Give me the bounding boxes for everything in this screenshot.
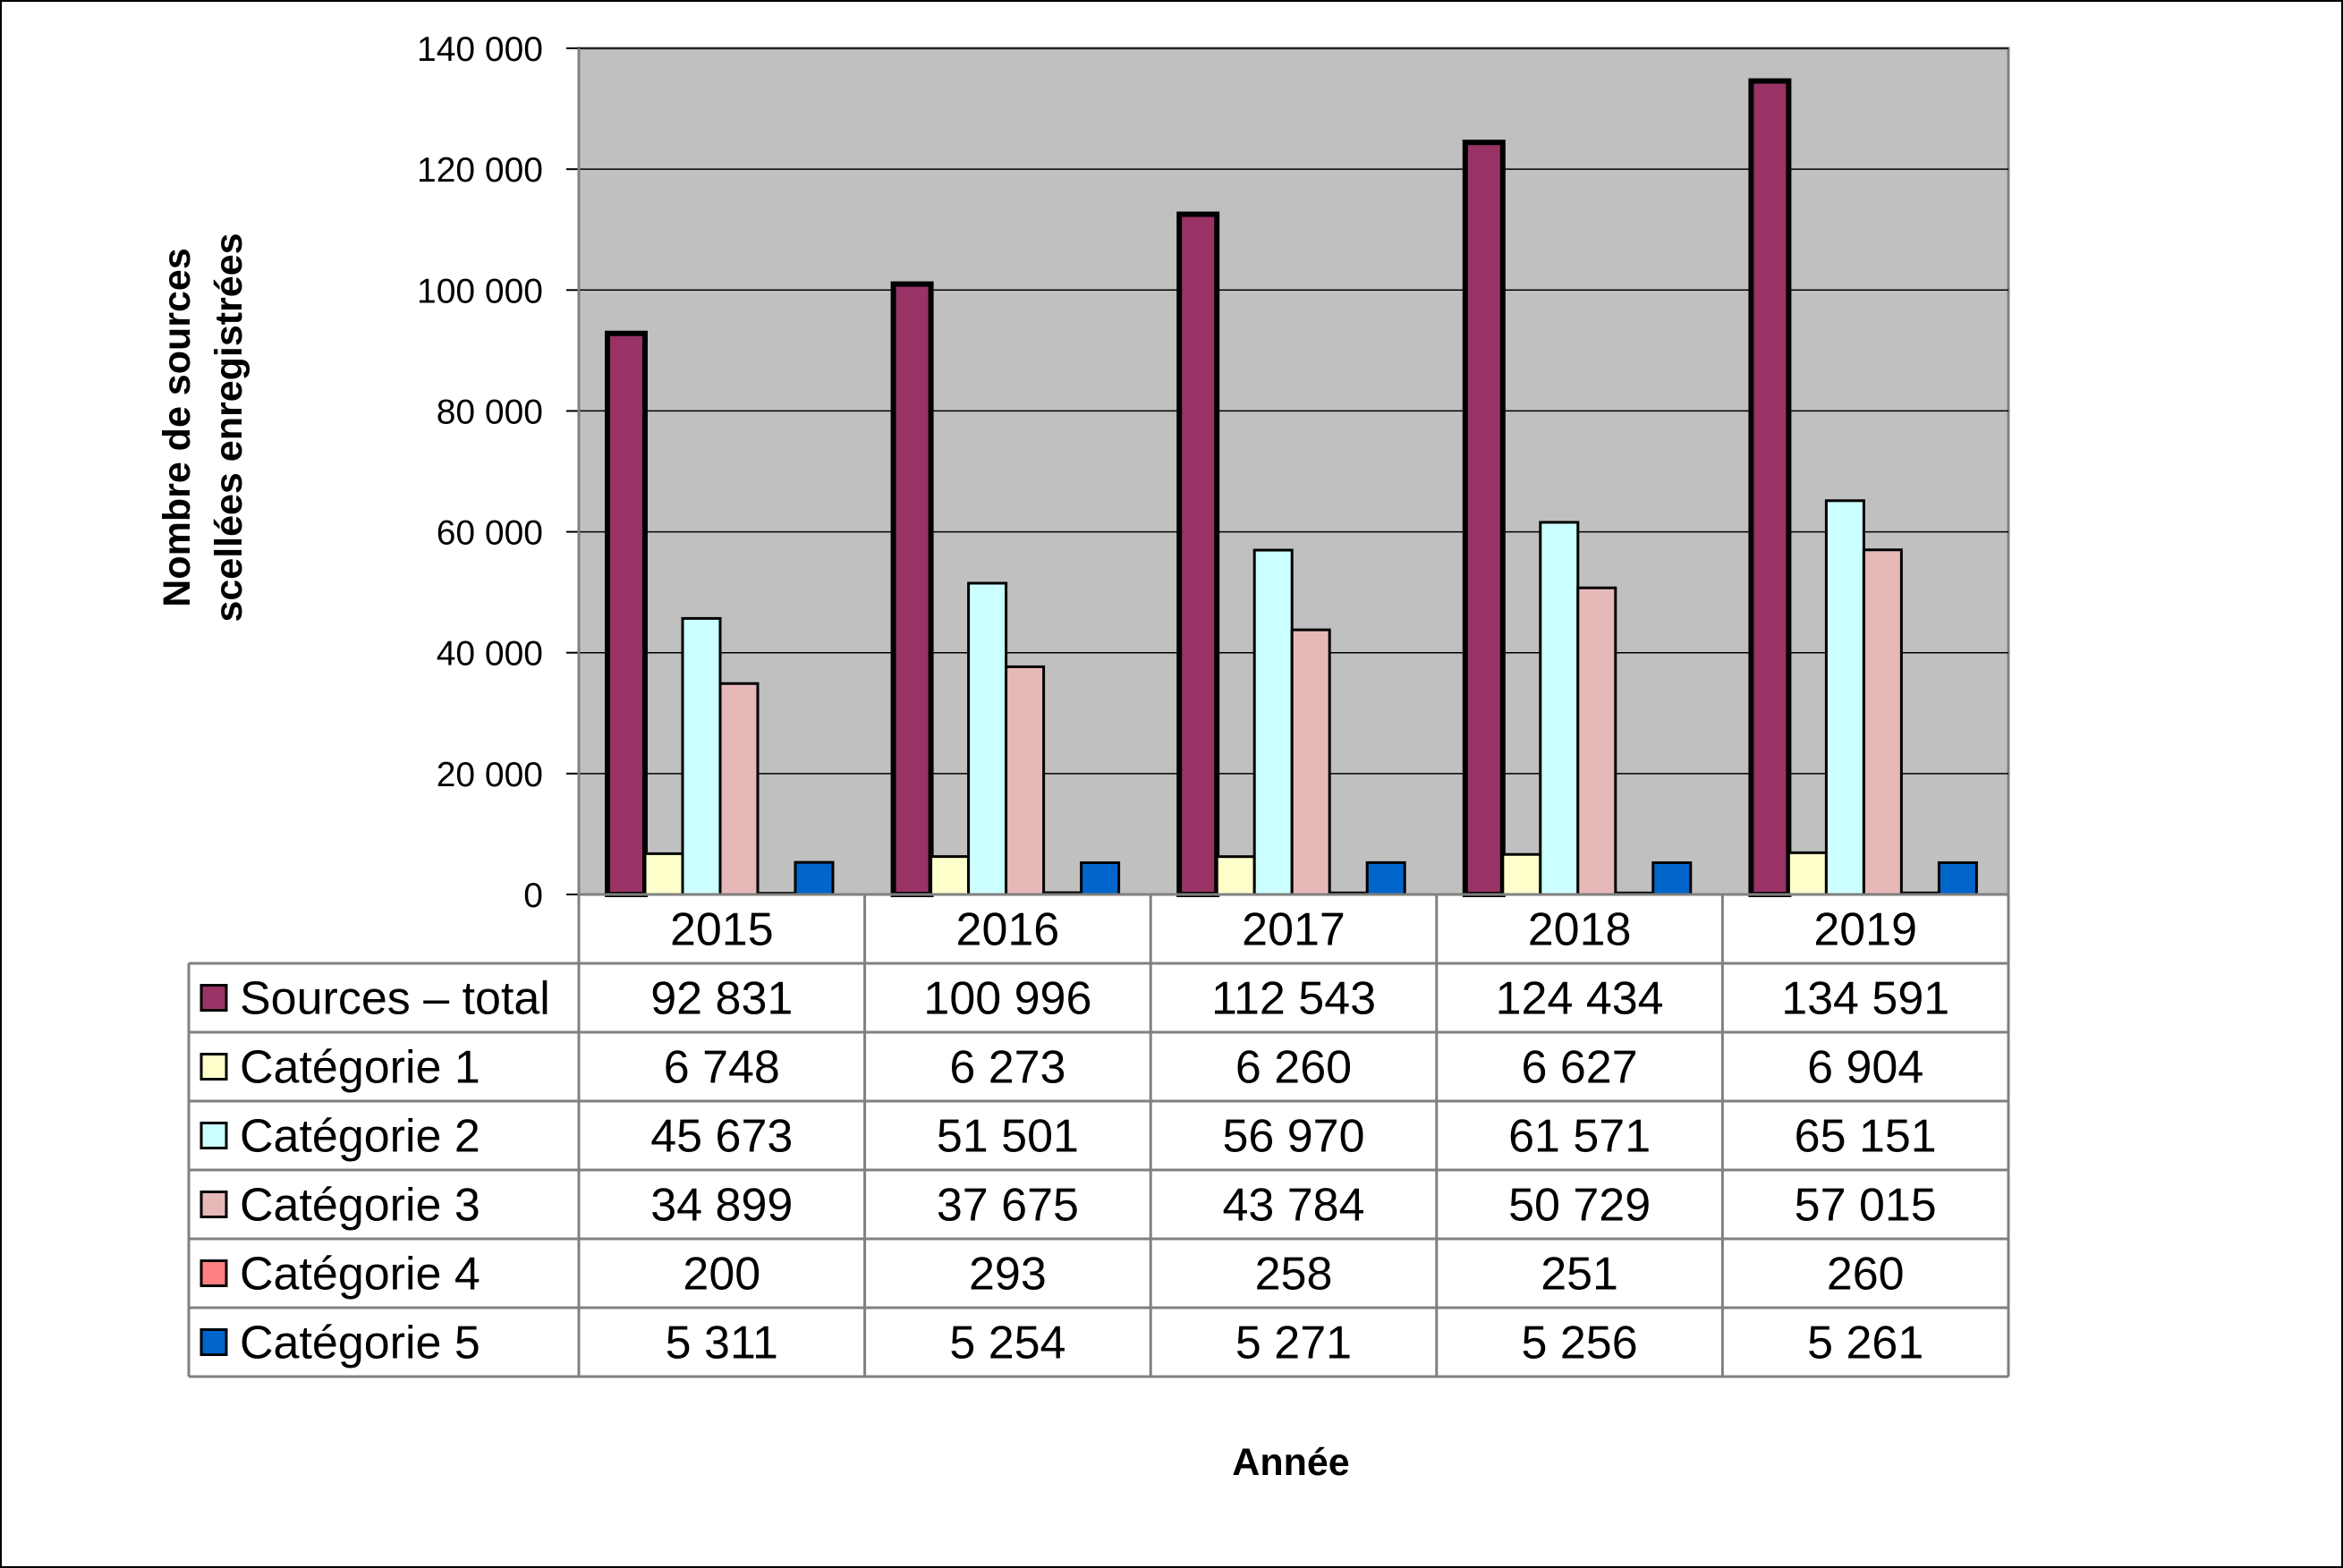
table-value: 5 254 <box>949 1318 1065 1369</box>
y-tick-label: 120 000 <box>417 151 543 190</box>
table-value: 43 784 <box>1222 1180 1364 1232</box>
y-tick-label: 20 000 <box>437 756 543 794</box>
table-value: 51 501 <box>937 1111 1079 1163</box>
table-value: 6 904 <box>1807 1042 1923 1094</box>
table-value: 134 591 <box>1781 973 1949 1025</box>
category-label: 2016 <box>956 904 1060 956</box>
bar <box>1290 628 1331 896</box>
bar <box>1576 586 1617 896</box>
bar <box>1539 521 1580 896</box>
category-label: 2019 <box>1813 904 1917 956</box>
bar <box>1176 211 1220 897</box>
data-table: 2015 2016 2017 2018 2019 Sources – total 92 83… <box>187 893 2010 1378</box>
legend-label: Catégorie 2 <box>240 1111 480 1163</box>
bar <box>1005 665 1046 896</box>
bar <box>1080 860 1121 896</box>
bar <box>1937 860 1978 896</box>
bar <box>605 330 648 897</box>
table-value: 5 311 <box>666 1318 778 1369</box>
bars <box>605 78 1978 898</box>
category-label: 2018 <box>1528 904 1632 956</box>
table-value: 92 831 <box>650 973 793 1025</box>
legend-label: Catégorie 5 <box>240 1318 480 1369</box>
legend-label: Sources – total <box>240 973 550 1025</box>
legend-label: Catégorie 4 <box>240 1249 480 1301</box>
table-value: 258 <box>1255 1249 1333 1301</box>
bar <box>1215 855 1256 896</box>
table-value: 6 748 <box>664 1042 780 1094</box>
table-value: 5 261 <box>1807 1318 1923 1369</box>
y-tick-label: 60 000 <box>437 514 543 553</box>
bar <box>1824 499 1865 896</box>
legend-swatch <box>199 1053 228 1081</box>
legend-label: Catégorie 1 <box>240 1042 480 1094</box>
table-value: 37 675 <box>937 1180 1079 1232</box>
table-value: 6 627 <box>1522 1042 1638 1094</box>
y-tick-label: 140 000 <box>417 30 543 69</box>
bar <box>1462 140 1506 897</box>
bar <box>1365 860 1406 896</box>
table-value: 5 256 <box>1522 1318 1638 1369</box>
table-value: 56 970 <box>1222 1111 1364 1163</box>
table-value: 6 260 <box>1235 1042 1352 1094</box>
bar <box>1252 548 1294 896</box>
bar <box>1651 860 1693 896</box>
table-value: 45 673 <box>650 1111 793 1163</box>
legend-swatch <box>199 1328 228 1356</box>
bar <box>643 852 684 896</box>
y-tick-label: 40 000 <box>437 635 543 674</box>
bar <box>681 616 722 896</box>
bar <box>890 281 934 897</box>
table-value: 124 434 <box>1496 973 1664 1025</box>
legend-swatch <box>199 1191 228 1218</box>
table-value: 6 273 <box>949 1042 1065 1094</box>
table-value: 61 571 <box>1508 1111 1651 1163</box>
table-value: 50 729 <box>1508 1180 1651 1232</box>
table-value: 34 899 <box>650 1180 793 1232</box>
y-tick-label: 100 000 <box>417 272 543 310</box>
table-value: 251 <box>1541 1249 1618 1301</box>
y-tick-label: 80 000 <box>437 393 543 431</box>
table-value: 112 543 <box>1211 973 1376 1025</box>
legend-label: Catégorie 3 <box>240 1180 480 1232</box>
y-axis: 0 20 000 40 000 60 000 80 000 100 000 120 000 1… <box>417 30 581 915</box>
y-axis-title-line2: scellées enregistrées <box>208 233 250 622</box>
bar <box>967 581 1008 896</box>
table-value: 200 <box>683 1249 760 1301</box>
bar <box>1862 548 1903 896</box>
bar <box>1748 78 1792 898</box>
table-value: 65 151 <box>1795 1111 1937 1163</box>
bar <box>794 860 835 896</box>
y-tick-label: 0 <box>523 877 543 915</box>
table-value: 260 <box>1827 1249 1905 1301</box>
bar <box>718 682 760 896</box>
table-value: 57 015 <box>1795 1180 1937 1232</box>
bar <box>930 855 971 896</box>
category-label: 2015 <box>670 904 774 956</box>
legend-swatch <box>199 1122 228 1149</box>
bar <box>1787 851 1828 896</box>
x-axis-title: Année <box>1232 1441 1349 1484</box>
table-value: 293 <box>969 1249 1047 1301</box>
table-value: 100 996 <box>923 973 1091 1025</box>
table-value: 5 271 <box>1235 1318 1352 1369</box>
y-axis-title-line1: Nombre de sources <box>156 248 199 606</box>
legend-swatch <box>199 1259 228 1287</box>
legend-swatch <box>199 984 228 1012</box>
bar <box>1501 852 1542 896</box>
category-label: 2017 <box>1242 904 1346 956</box>
